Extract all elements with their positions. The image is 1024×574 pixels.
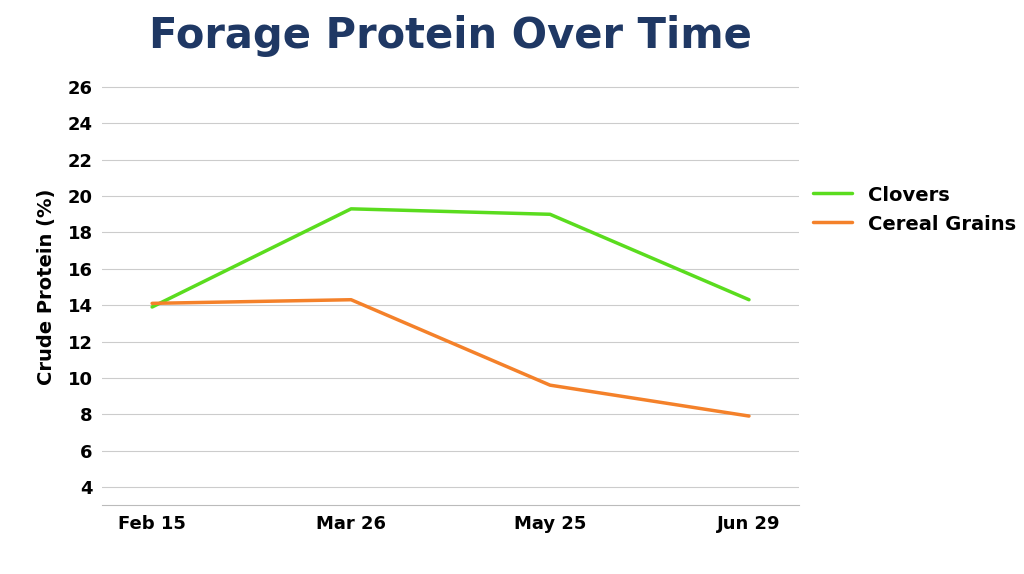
- Line: Clovers: Clovers: [153, 209, 749, 307]
- Cereal Grains: [345, 296, 357, 303]
- Clovers: [742, 296, 755, 303]
- Clovers: [544, 211, 556, 218]
- Line: Cereal Grains: Cereal Grains: [153, 300, 749, 416]
- Clovers: [345, 205, 357, 212]
- Cereal Grains: [544, 382, 556, 389]
- Clovers: [146, 304, 159, 311]
- Cereal Grains: [742, 413, 755, 420]
- Title: Forage Protein Over Time: Forage Protein Over Time: [150, 15, 752, 57]
- Cereal Grains: [146, 300, 159, 307]
- Legend: Clovers, Cereal Grains: Clovers, Cereal Grains: [806, 178, 1024, 242]
- Y-axis label: Crude Protein (%): Crude Protein (%): [38, 189, 56, 385]
